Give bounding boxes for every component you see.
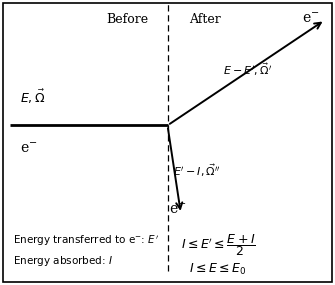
Text: $E^{\prime}-I,\vec{\Omega}^{\prime\prime}$: $E^{\prime}-I,\vec{\Omega}^{\prime\prime… bbox=[173, 163, 220, 179]
Text: Energy absorbed: $I$: Energy absorbed: $I$ bbox=[13, 254, 113, 268]
Text: $E-E^{\prime},\vec{\Omega}^{\prime}$: $E-E^{\prime},\vec{\Omega}^{\prime}$ bbox=[223, 62, 272, 78]
Text: $I \leq E \leq E_{0}$: $I \leq E \leq E_{0}$ bbox=[189, 262, 247, 277]
Text: Energy transferred to e$^{-}$: $E^{\prime}$: Energy transferred to e$^{-}$: $E^{\prim… bbox=[13, 234, 159, 248]
Text: After: After bbox=[189, 13, 221, 26]
Text: e$^{-}$: e$^{-}$ bbox=[20, 141, 38, 155]
Text: $I \leq E^{\prime} \leq \dfrac{E+I}{2}$: $I \leq E^{\prime} \leq \dfrac{E+I}{2}$ bbox=[181, 232, 256, 258]
Text: e$^{-}$: e$^{-}$ bbox=[302, 11, 319, 26]
Text: Before: Before bbox=[106, 13, 148, 26]
Text: $E,\vec{\Omega}$: $E,\vec{\Omega}$ bbox=[20, 88, 46, 106]
Text: e$^{-}$: e$^{-}$ bbox=[169, 202, 187, 217]
